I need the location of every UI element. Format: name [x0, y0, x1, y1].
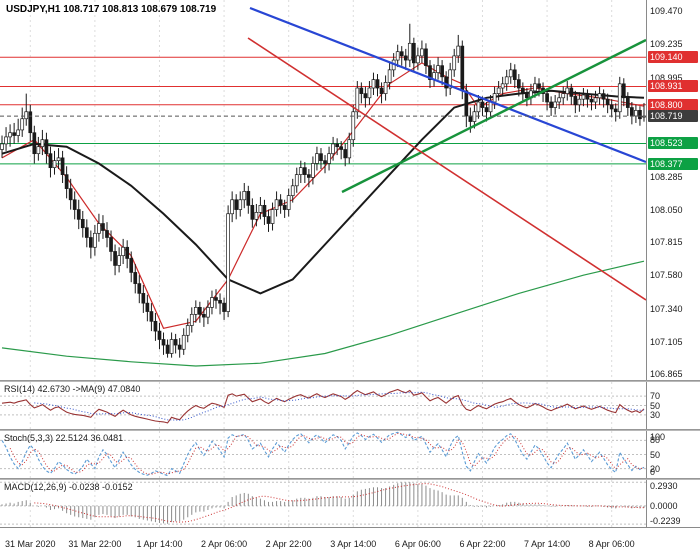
indicator-axis-label: 50: [650, 400, 661, 411]
date-label: 8 Apr 06:00: [588, 539, 635, 549]
current-price-badge: 108.719: [648, 110, 698, 123]
price-axis-label: 108.995: [650, 72, 683, 83]
rsi-pane[interactable]: RSI(14) 42.6730 ->MA(9) 47.0840 70 50 30: [0, 382, 700, 429]
price-axis-label: 107.815: [650, 237, 683, 248]
price-axis: 109.470 109.235 108.995 108.285 108.050 107.8…: [646, 0, 700, 380]
stoch-canvas[interactable]: [0, 431, 646, 478]
indicator-axis-label: 70: [650, 391, 661, 402]
macd-canvas[interactable]: [0, 480, 646, 527]
price-level-badge: 108.523: [648, 137, 698, 150]
time-axis[interactable]: 31 Mar 2020 31 Mar 22:00 1 Apr 14:00 2 Apr …: [0, 527, 700, 560]
price-axis-label: 107.105: [650, 336, 683, 347]
price-level-badge: 109.140: [648, 51, 698, 64]
price-axis-label: 109.235: [650, 39, 683, 49]
price-axis-label: 107.340: [650, 303, 683, 314]
indicator-axis-label: 20: [650, 463, 661, 474]
indicator-axis-label: 0.0000: [650, 500, 678, 511]
date-label: 6 Apr 22:00: [459, 539, 506, 549]
rsi-label: RSI(14) 42.6730 ->MA(9) 47.0840: [4, 384, 141, 394]
price-axis-label: 106.865: [650, 369, 683, 379]
rsi-canvas[interactable]: [0, 382, 646, 429]
date-label: 2 Apr 22:00: [265, 539, 312, 549]
stoch-label: Stoch(5,3,3) 22.5124 36.0481: [4, 433, 124, 443]
price-axis-label: 108.285: [650, 171, 683, 182]
indicator-axis-label: 30: [650, 409, 661, 420]
rsi-axis: 70 50 30: [646, 382, 700, 429]
date-label: 7 Apr 14:00: [524, 539, 571, 549]
date-label: 2 Apr 06:00: [201, 539, 248, 549]
indicator-axis-label: 50: [650, 449, 661, 460]
date-label: 3 Apr 14:00: [330, 539, 377, 549]
price-level-badge: 108.931: [648, 80, 698, 93]
date-label: 6 Apr 06:00: [394, 539, 441, 549]
indicator-axis-label: 0: [650, 467, 656, 477]
main-chart-pane[interactable]: USDJPY,H1 108.717 108.813 108.679 108.71…: [0, 0, 700, 380]
indicator-axis-label: 100: [650, 432, 666, 442]
macd-label: MACD(12,26,9) -0.0238 -0.0152: [4, 482, 133, 492]
price-axis-label: 107.580: [650, 270, 683, 281]
date-label: 31 Mar 22:00: [68, 539, 122, 549]
price-axis-label: 108.050: [650, 204, 683, 215]
indicator-axis-label: 80: [650, 435, 661, 446]
macd-axis: 0.2930 0.0000 -0.2239: [646, 480, 700, 527]
price-axis-label: 109.470: [650, 6, 683, 17]
date-label: 1 Apr 14:00: [136, 539, 183, 549]
stoch-axis: 100 80 50 20 0: [646, 431, 700, 478]
date-label: 31 Mar 2020: [5, 539, 56, 549]
price-level-badge: 108.800: [648, 98, 698, 111]
indicator-axis-label: 0.2930: [650, 481, 678, 491]
pane-separator[interactable]: [0, 429, 700, 431]
price-level-badge: 108.377: [648, 157, 698, 170]
chart-title: USDJPY,H1 108.717 108.813 108.679 108.71…: [6, 4, 217, 15]
macd-pane[interactable]: MACD(12,26,9) -0.0238 -0.0152 0.2930 0.00…: [0, 480, 700, 527]
pane-separator[interactable]: [0, 478, 700, 480]
candlestick-canvas[interactable]: [0, 0, 646, 380]
pane-separator[interactable]: [0, 380, 700, 382]
stoch-pane[interactable]: Stoch(5,3,3) 22.5124 36.0481 100 80 50 20 0: [0, 431, 700, 478]
indicator-axis-label: -0.2239: [650, 516, 681, 526]
